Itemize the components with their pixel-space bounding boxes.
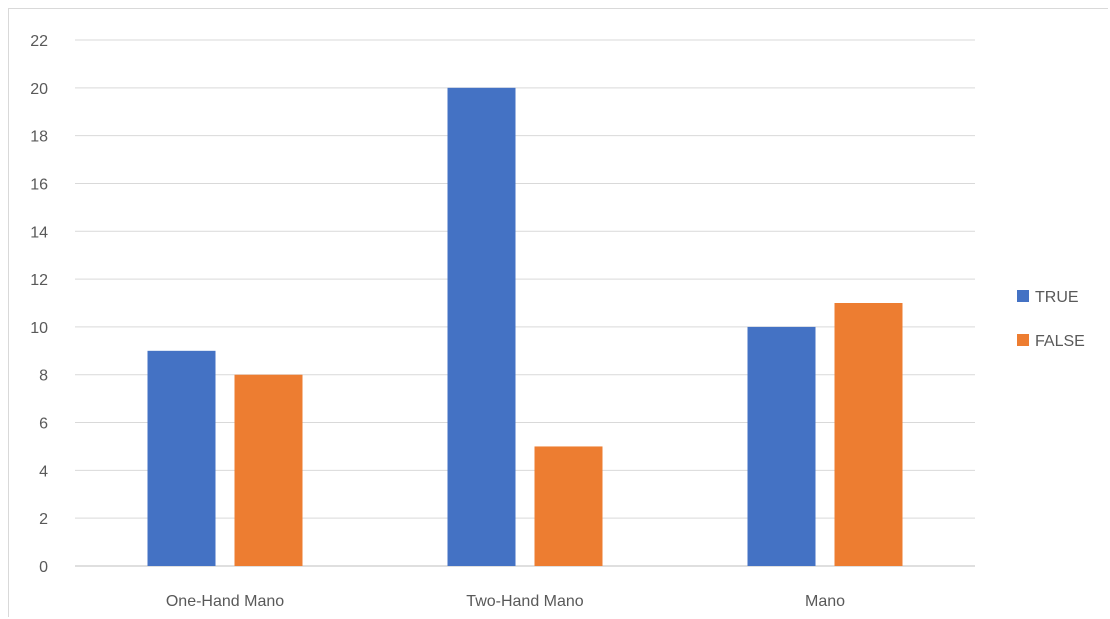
x-tick-label: Mano — [805, 593, 845, 610]
legend-swatch-false — [1017, 334, 1029, 346]
legend: TRUE FALSE — [1017, 289, 1085, 350]
bar-true-two-hand-mano — [447, 87, 516, 567]
y-tick-label: 6 — [39, 416, 48, 433]
y-tick-label: 10 — [30, 320, 48, 337]
bar-false-two-hand-mano — [534, 446, 603, 566]
bars — [147, 87, 903, 567]
bar-true-mano — [747, 326, 816, 566]
bar-true-one-hand-mano — [147, 350, 216, 566]
bar-false-one-hand-mano — [234, 374, 303, 566]
y-tick-label: 14 — [30, 224, 48, 241]
y-tick-label: 22 — [30, 33, 48, 50]
y-tick-label: 0 — [39, 559, 48, 576]
y-tick-label: 20 — [30, 81, 48, 98]
gridlines — [75, 39, 975, 567]
bar-false-mano — [834, 303, 903, 566]
y-tick-label: 12 — [30, 272, 48, 289]
y-tick-label: 2 — [39, 511, 48, 528]
y-tick-label: 16 — [30, 176, 48, 193]
x-tick-label: Two-Hand Mano — [466, 593, 583, 610]
y-tick-label: 18 — [30, 129, 48, 146]
y-tick-label: 4 — [39, 463, 48, 480]
x-tick-label: One-Hand Mano — [166, 593, 284, 610]
y-tick-label: 8 — [39, 368, 48, 385]
y-axis-ticks: 0 2 4 6 8 10 12 14 16 18 20 22 — [30, 33, 48, 576]
legend-label-false: FALSE — [1035, 333, 1085, 350]
legend-label-true: TRUE — [1035, 289, 1079, 306]
legend-swatch-true — [1017, 290, 1029, 302]
x-axis-ticks: One-Hand Mano Two-Hand Mano Mano — [166, 593, 845, 610]
